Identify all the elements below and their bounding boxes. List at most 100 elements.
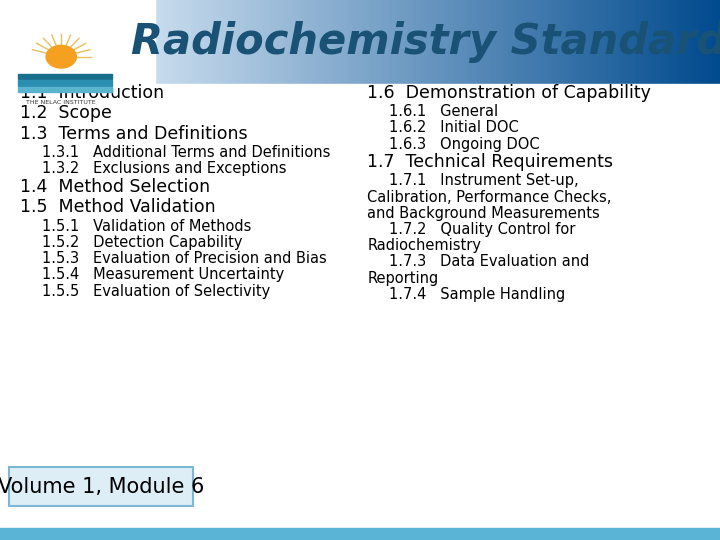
Text: Calibration, Performance Checks,: Calibration, Performance Checks, [367,190,611,205]
Bar [403,0,405,84]
Bar [617,0,619,84]
Bar [240,0,243,84]
Bar [257,0,259,84]
Bar [110,0,113,84]
Bar [463,0,466,84]
FancyBboxPatch shape [9,467,193,506]
Text: 1.6.2   Initial DOC: 1.6.2 Initial DOC [389,120,518,136]
Bar [281,0,283,84]
Bar [261,0,264,84]
Bar [585,0,588,84]
Bar [528,0,531,84]
Bar [305,0,307,84]
Bar [336,0,338,84]
Bar [125,0,127,84]
Bar [276,0,279,84]
Bar [418,0,420,84]
Bar [72,0,74,84]
Text: 1.7.3   Data Evaluation and: 1.7.3 Data Evaluation and [389,254,589,269]
Bar [238,0,240,84]
Bar [495,0,497,84]
Bar [5,0,7,84]
Bar [574,0,576,84]
Bar [24,0,27,84]
Bar [127,0,130,84]
Bar [621,0,624,84]
Bar [394,0,396,84]
Bar [209,0,211,84]
Text: 1.3  Terms and Definitions: 1.3 Terms and Definitions [20,125,248,143]
Bar [675,0,677,84]
Bar [153,0,156,84]
Bar [211,0,214,84]
Bar [295,0,297,84]
Bar [254,0,257,84]
Bar [70,0,72,84]
Bar [132,0,135,84]
Bar [437,0,439,84]
Circle shape [46,45,76,68]
Bar [94,0,96,84]
Bar [63,0,65,84]
Bar [660,0,662,84]
Bar [559,0,562,84]
Text: 1.5.2   Detection Capability: 1.5.2 Detection Capability [42,235,242,250]
Bar [0,0,155,84]
Bar [324,0,326,84]
Bar [439,0,441,84]
Bar [135,0,137,84]
Bar [214,0,216,84]
Bar [331,0,333,84]
Bar [48,0,50,84]
Bar [571,0,574,84]
Bar [343,0,346,84]
Bar [516,0,518,84]
Bar [650,0,653,84]
Bar [646,0,648,84]
Bar [65,0,67,84]
Bar [300,0,302,84]
Bar [115,0,117,84]
Text: 1.7.2   Quality Control for: 1.7.2 Quality Control for [389,222,575,237]
Bar [259,0,261,84]
Bar [473,0,475,84]
Bar [564,0,567,84]
Bar [396,0,398,84]
Bar [264,0,266,84]
Bar [444,0,446,84]
Bar [86,0,89,84]
Bar [569,0,571,84]
Text: 1.7.4   Sample Handling: 1.7.4 Sample Handling [389,287,565,302]
Bar [662,0,665,84]
Bar [578,0,581,84]
Bar [430,0,432,84]
Bar [18,87,112,92]
Bar [679,0,682,84]
Text: 1.5  Method Validation: 1.5 Method Validation [20,198,216,216]
Bar [672,0,675,84]
Bar [703,0,706,84]
Bar [279,0,281,84]
Bar [322,0,324,84]
Bar [533,0,535,84]
Bar [7,0,9,84]
Bar [218,0,221,84]
Bar [711,0,713,84]
Bar [189,0,192,84]
Bar [425,0,427,84]
Bar [27,0,29,84]
Bar [168,0,171,84]
Bar [351,0,353,84]
Bar [151,0,153,84]
Bar [221,0,223,84]
Bar [156,0,158,84]
Bar [185,0,187,84]
Bar [173,0,175,84]
Bar [384,0,387,84]
Bar [509,0,511,84]
Bar [312,0,315,84]
Bar [101,0,103,84]
Bar [367,0,369,84]
Bar [358,0,360,84]
Bar [341,0,343,84]
